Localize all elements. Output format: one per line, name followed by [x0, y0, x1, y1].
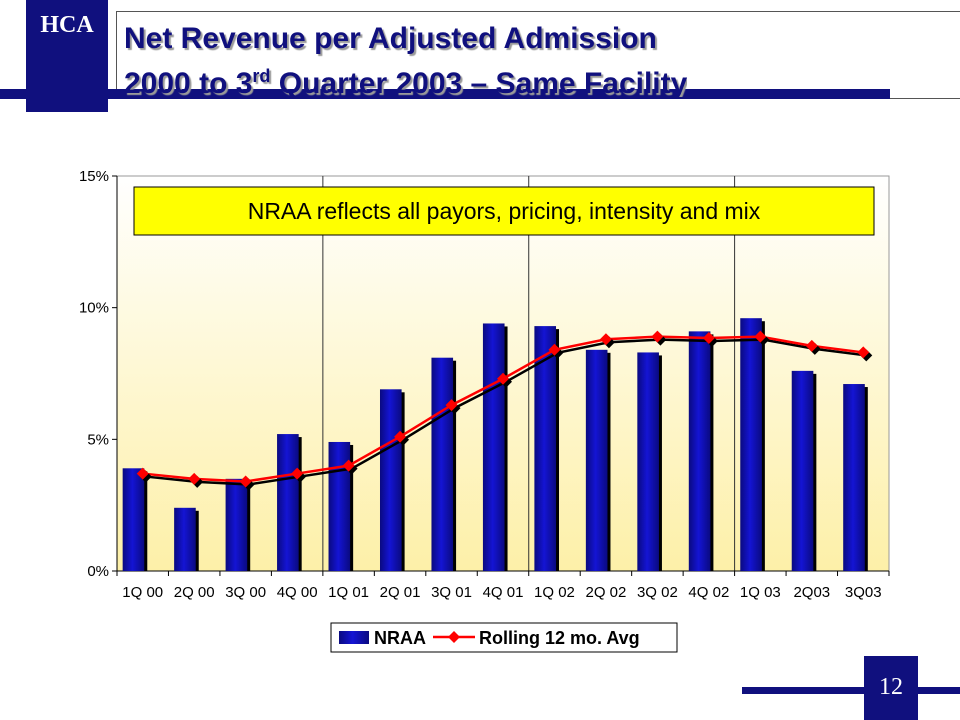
bar-nraa-13: [791, 370, 814, 571]
bar-nraa-12: [740, 318, 762, 571]
rolling-marker-10: [651, 330, 664, 343]
page-title-line1: Net Revenue per Adjusted Admission: [124, 22, 657, 55]
bar-nraa-3: [277, 434, 299, 571]
rolling-marker-14: [857, 346, 870, 359]
x-tick-label-10: 3Q 02: [637, 584, 678, 601]
rolling-marker-0: [136, 467, 149, 480]
title-line2-suffix: Quarter 2003 – Same Facility: [270, 67, 688, 97]
rolling-marker-1: [188, 472, 201, 485]
bar-nraa-1: [174, 507, 196, 571]
rolling-marker-4: [342, 459, 355, 472]
hca-logo: HCA: [40, 12, 94, 38]
bar-nraa-5: [379, 389, 402, 571]
legend-swatch-marker: [448, 631, 460, 643]
rolling-marker-13: [805, 339, 818, 352]
bar-nraa-9: [585, 349, 608, 571]
x-tick-label-0: 1Q 00: [122, 584, 163, 601]
page-number: 12: [879, 674, 903, 700]
legend-label-rolling: Rolling 12 mo. Avg: [479, 628, 640, 648]
x-tick-label-5: 2Q 01: [380, 584, 421, 601]
page-title-line2: 2000 to 3rd Quarter 2003 – Same Facility: [124, 66, 687, 97]
legend: NRAA Rolling 12 mo. Avg: [330, 622, 678, 653]
bar-nraa-2: [225, 478, 248, 571]
bar-nraa-14: [843, 384, 865, 571]
x-tick-label-6: 3Q 01: [431, 584, 472, 601]
rolling-marker-2: [239, 475, 252, 488]
title-line2-sup: rd: [252, 66, 271, 86]
rolling-marker-6: [445, 399, 458, 412]
annotation-bg: [133, 186, 875, 236]
bar-nraa-10: [637, 352, 659, 571]
x-tick-label-8: 1Q 02: [534, 584, 575, 601]
bar-nraa-11: [688, 331, 711, 571]
footer-bar: [742, 687, 960, 694]
x-tick-label-14: 3Q03: [845, 584, 882, 601]
bar-nraa-0: [122, 468, 145, 571]
bar-nraa-8: [534, 326, 557, 571]
title-underline-bar: [0, 89, 890, 99]
x-tick-label-9: 2Q 02: [585, 584, 626, 601]
bar-nraa-6: [431, 357, 454, 571]
rolling-marker-9: [599, 333, 612, 346]
rolling-marker-11: [702, 331, 715, 344]
page-number-box: 12: [864, 656, 918, 720]
annotation-text: NRAA reflects all payors, pricing, inten…: [248, 198, 761, 224]
x-tick-label-3: 4Q 00: [277, 584, 318, 601]
y-tick-label-2: 10%: [79, 300, 109, 317]
rolling-marker-5: [394, 430, 407, 443]
legend-box: [330, 622, 678, 653]
x-tick-label-11: 4Q 02: [688, 584, 729, 601]
y-tick-label-1: 5%: [87, 431, 109, 448]
legend-swatch-nraa: [339, 631, 369, 644]
legend-label-nraa: NRAA: [374, 628, 426, 648]
y-tick-label-0: 0%: [87, 563, 109, 580]
x-tick-label-2: 3Q 00: [225, 584, 266, 601]
rolling-marker-12: [754, 330, 767, 343]
x-tick-label-12: 1Q 03: [740, 584, 781, 601]
title-line2-prefix: 2000 to 3: [124, 67, 253, 97]
x-tick-label-1: 2Q 00: [174, 584, 215, 601]
x-tick-label-7: 4Q 01: [483, 584, 524, 601]
x-tick-label-4: 1Q 01: [328, 584, 369, 601]
rolling-marker-8: [548, 343, 561, 356]
rolling-marker-7: [497, 372, 509, 385]
annotation-box: NRAA reflects all payors, pricing, inten…: [133, 186, 875, 236]
x-tick-label-13: 2Q03: [793, 584, 830, 601]
rolling-marker-3: [291, 467, 304, 480]
bar-nraa-4: [328, 441, 351, 571]
y-tick-label-3: 15%: [79, 168, 109, 185]
bar-nraa-7: [482, 323, 505, 571]
